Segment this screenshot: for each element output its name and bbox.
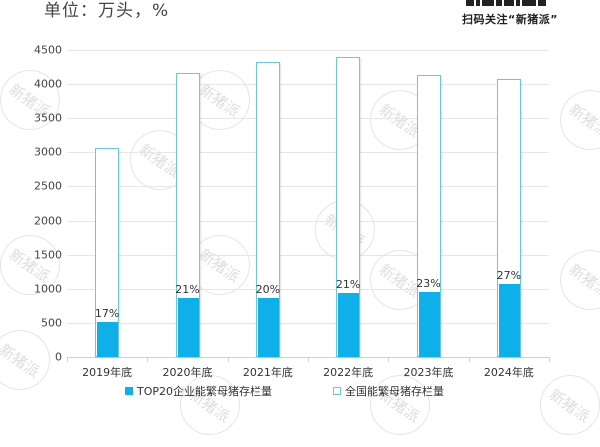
y-tick-label: 500 [41, 316, 62, 330]
gridline [67, 186, 549, 187]
y-tick-label: 4000 [34, 77, 62, 91]
y-tick-label: 1500 [34, 248, 62, 262]
scan-follow-text: 扫码关注“新猪派” [462, 13, 558, 26]
chart-plot-area: 新猪派新猪派新猪派新猪派新猪派新猪派新猪派新猪派新猪派新猪派新猪派新猪派新猪派新… [0, 43, 600, 447]
gridline [67, 84, 549, 85]
watermark: 新猪派 [0, 58, 72, 142]
share-percentage-label: 23% [416, 276, 441, 290]
bar-top20-enterprises [177, 297, 199, 357]
share-percentage-label: 21% [175, 282, 200, 296]
y-tick-label: 1000 [34, 282, 62, 296]
legend-label: 全国能繁母猪存栏量 [345, 385, 444, 398]
qr-code-fragment [466, 0, 552, 6]
x-tick-mark [388, 357, 389, 362]
x-tick-mark [147, 357, 148, 362]
share-percentage-label: 20% [255, 282, 281, 296]
legend-item-top20[interactable]: TOP20企业能繁母猪存栏量 [125, 383, 272, 399]
watermark: 新猪派 [0, 318, 62, 402]
share-percentage-label: 21% [335, 278, 361, 292]
legend-swatch-outline-icon [333, 387, 341, 395]
x-axis-category-label: 2024年底 [483, 366, 534, 379]
bar-top20-enterprises [257, 297, 279, 357]
y-tick-label: 3500 [34, 111, 62, 125]
y-tick-label: 0 [55, 350, 62, 364]
x-axis-category-label: 2021年底 [242, 366, 293, 379]
share-percentage-label: 17% [94, 306, 120, 320]
x-axis-category-label: 2020年底 [162, 366, 213, 379]
gridline [67, 255, 549, 256]
gridline [67, 323, 549, 324]
bar-top20-enterprises [418, 291, 440, 357]
watermark: 新猪派 [548, 78, 600, 162]
x-tick-mark [469, 357, 470, 362]
x-tick-mark [549, 357, 550, 362]
legend-swatch-filled-icon [125, 387, 133, 395]
x-tick-mark [228, 357, 229, 362]
gridline [67, 152, 549, 153]
x-axis-category-label: 2019年底 [82, 366, 133, 379]
share-percentage-label: 27% [496, 269, 522, 282]
unit-label: 单位：万头，% [44, 1, 170, 21]
gridline [67, 118, 549, 119]
legend-item-national[interactable]: 全国能繁母猪存栏量 [333, 383, 444, 399]
y-tick-label: 4500 [34, 43, 62, 57]
bar-top20-enterprises [96, 321, 118, 357]
x-axis-category-label: 2023年底 [403, 366, 454, 379]
gridline [67, 221, 549, 222]
bar-top20-enterprises [337, 293, 359, 357]
y-tick-label: 3000 [34, 145, 62, 159]
x-tick-mark [308, 357, 309, 362]
bar-top20-enterprises [498, 284, 520, 357]
gridline [67, 50, 549, 51]
gridline [67, 289, 549, 290]
watermark: 新猪派 [548, 238, 600, 322]
y-tick-label: 2000 [34, 214, 62, 228]
x-tick-mark [67, 357, 68, 362]
y-tick-label: 2500 [34, 179, 62, 193]
legend-label: TOP20企业能繁母猪存栏量 [137, 385, 273, 398]
x-axis-category-label: 2022年底 [323, 366, 374, 379]
